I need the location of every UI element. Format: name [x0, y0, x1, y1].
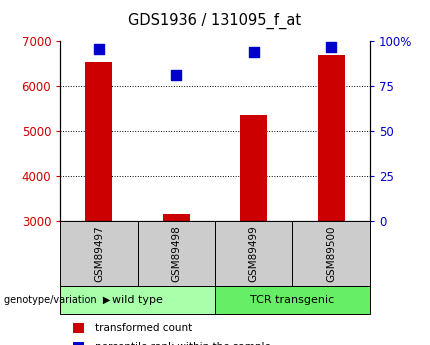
Text: GSM89499: GSM89499 [249, 225, 259, 282]
Text: GDS1936 / 131095_f_at: GDS1936 / 131095_f_at [129, 13, 301, 29]
Text: percentile rank within the sample: percentile rank within the sample [95, 342, 270, 345]
Bar [318, 55, 345, 221]
Point [173, 73, 180, 78]
Bar [240, 115, 267, 221]
Bar [85, 61, 113, 221]
Text: GSM89497: GSM89497 [94, 225, 104, 282]
Point [95, 46, 102, 51]
Bar [163, 214, 190, 221]
Text: GSM89498: GSM89498 [171, 225, 181, 282]
Text: wild type: wild type [112, 295, 163, 305]
Text: transformed count: transformed count [95, 323, 192, 333]
Text: GSM89500: GSM89500 [326, 225, 336, 282]
Point [328, 44, 335, 50]
Text: genotype/variation  ▶: genotype/variation ▶ [4, 295, 111, 305]
Text: TCR transgenic: TCR transgenic [250, 295, 335, 305]
Point [250, 49, 257, 55]
